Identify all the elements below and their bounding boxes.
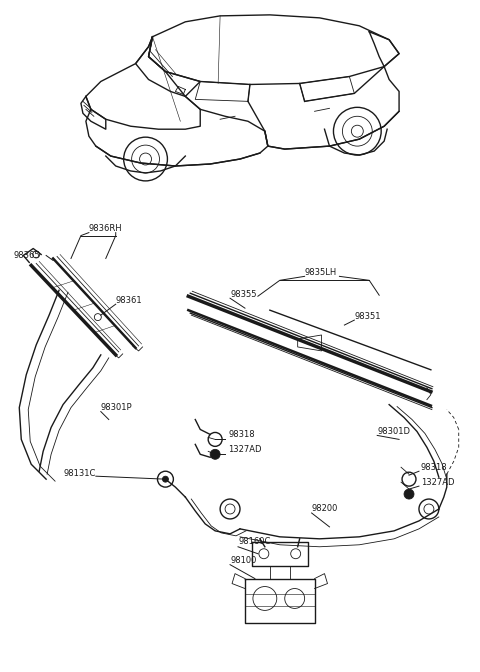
Text: 98365: 98365 xyxy=(13,251,40,260)
Circle shape xyxy=(225,504,235,514)
Text: 98301P: 98301P xyxy=(101,403,132,412)
Text: 98318: 98318 xyxy=(421,463,447,472)
Text: 98351: 98351 xyxy=(354,312,381,321)
Text: 98200: 98200 xyxy=(312,505,338,513)
Circle shape xyxy=(157,471,173,487)
Text: 98355: 98355 xyxy=(230,290,256,299)
Text: 98318: 98318 xyxy=(228,430,255,439)
Text: 1327AD: 1327AD xyxy=(228,445,262,454)
Text: 9836RH: 9836RH xyxy=(89,224,122,233)
Text: 98131C: 98131C xyxy=(63,468,96,478)
Text: 98301D: 98301D xyxy=(377,427,410,436)
Circle shape xyxy=(208,433,222,446)
Circle shape xyxy=(402,472,416,486)
Circle shape xyxy=(220,499,240,519)
Circle shape xyxy=(210,450,220,459)
Circle shape xyxy=(424,504,434,514)
Circle shape xyxy=(404,489,414,499)
Text: 1327AD: 1327AD xyxy=(421,478,455,487)
Circle shape xyxy=(419,499,439,519)
Text: 9835LH: 9835LH xyxy=(305,268,337,277)
Circle shape xyxy=(162,476,168,482)
Text: 98160C: 98160C xyxy=(238,538,270,546)
Text: 98361: 98361 xyxy=(116,296,143,304)
Circle shape xyxy=(95,314,101,321)
Text: 98100: 98100 xyxy=(230,556,256,565)
